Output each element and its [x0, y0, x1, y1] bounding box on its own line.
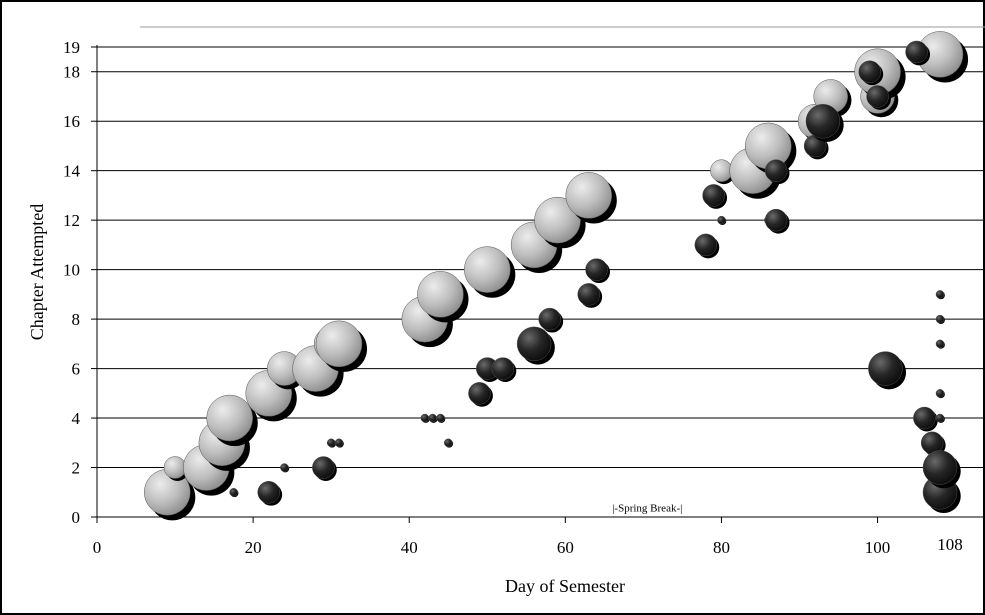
y-tick-label: 12	[63, 211, 80, 230]
bubble	[868, 351, 903, 386]
x-tick-label: 40	[401, 538, 418, 557]
x-tick-label: 100	[865, 538, 891, 557]
bubble	[745, 122, 792, 170]
data-points	[144, 31, 969, 521]
bubble	[858, 60, 881, 83]
bubble	[565, 172, 612, 219]
bubble	[577, 283, 600, 306]
bubble	[764, 159, 788, 182]
bubble	[464, 246, 511, 293]
series-2	[229, 40, 961, 514]
y-tick-label: 4	[72, 409, 81, 428]
y-tick-label: 6	[72, 360, 81, 379]
bubble	[805, 103, 841, 139]
bubble	[312, 456, 335, 479]
y-axis-title: Chapter Attempted	[27, 204, 47, 340]
bubble	[585, 258, 608, 281]
x-tick-label: 20	[245, 538, 262, 557]
bubble	[229, 488, 238, 497]
annotation-label: |-Spring Break-|	[612, 503, 682, 515]
y-tick-label: 16	[63, 112, 80, 131]
bubble	[702, 184, 725, 207]
bubble	[710, 159, 733, 182]
bubble	[516, 326, 552, 362]
x-axis-title: Day of Semester	[505, 576, 625, 596]
bubble	[935, 290, 945, 299]
y-tick-label: 10	[63, 261, 80, 280]
series-1	[144, 31, 969, 521]
bubble	[163, 456, 187, 479]
x-tick-label: 60	[557, 538, 574, 557]
bubble	[534, 196, 581, 244]
bubble	[315, 320, 363, 368]
bubble	[206, 394, 253, 442]
bubble	[444, 438, 453, 448]
x-tick-label: 80	[713, 538, 730, 557]
y-tick-label: 8	[72, 310, 81, 329]
bubble	[935, 314, 945, 324]
y-tick-label: 0	[72, 508, 81, 527]
x-tick-label: 0	[93, 538, 102, 557]
y-tick-label: 18	[63, 63, 80, 82]
axes	[91, 45, 985, 523]
y-tick-label: 2	[72, 459, 81, 478]
x-end-label: 108	[937, 535, 963, 554]
bubble	[417, 271, 464, 318]
bubble	[866, 85, 889, 108]
bubble	[420, 413, 430, 423]
bubble	[257, 481, 280, 504]
bubble	[538, 307, 561, 331]
bubble	[905, 40, 928, 64]
bubble	[334, 438, 344, 448]
annotations: |-Spring Break-|	[612, 503, 682, 515]
tick-labels: 0 2 4 6 8 10 12 14 16 18 19 0 20 40 60 80 100 108	[63, 38, 963, 557]
bubble	[717, 215, 726, 225]
bubble	[694, 233, 718, 257]
bubble	[935, 389, 945, 398]
y-tick-label: 14	[63, 162, 81, 181]
bubble	[491, 357, 515, 380]
bubble	[326, 438, 336, 448]
bubble	[764, 208, 788, 232]
bubble	[428, 413, 437, 423]
y-tick-label: 19	[63, 38, 80, 57]
bubble	[913, 406, 936, 430]
bubble	[468, 382, 491, 405]
bubble	[280, 463, 289, 472]
bubble	[935, 413, 945, 423]
bubble	[922, 450, 958, 485]
bubble	[935, 339, 945, 349]
bubble	[436, 413, 445, 423]
